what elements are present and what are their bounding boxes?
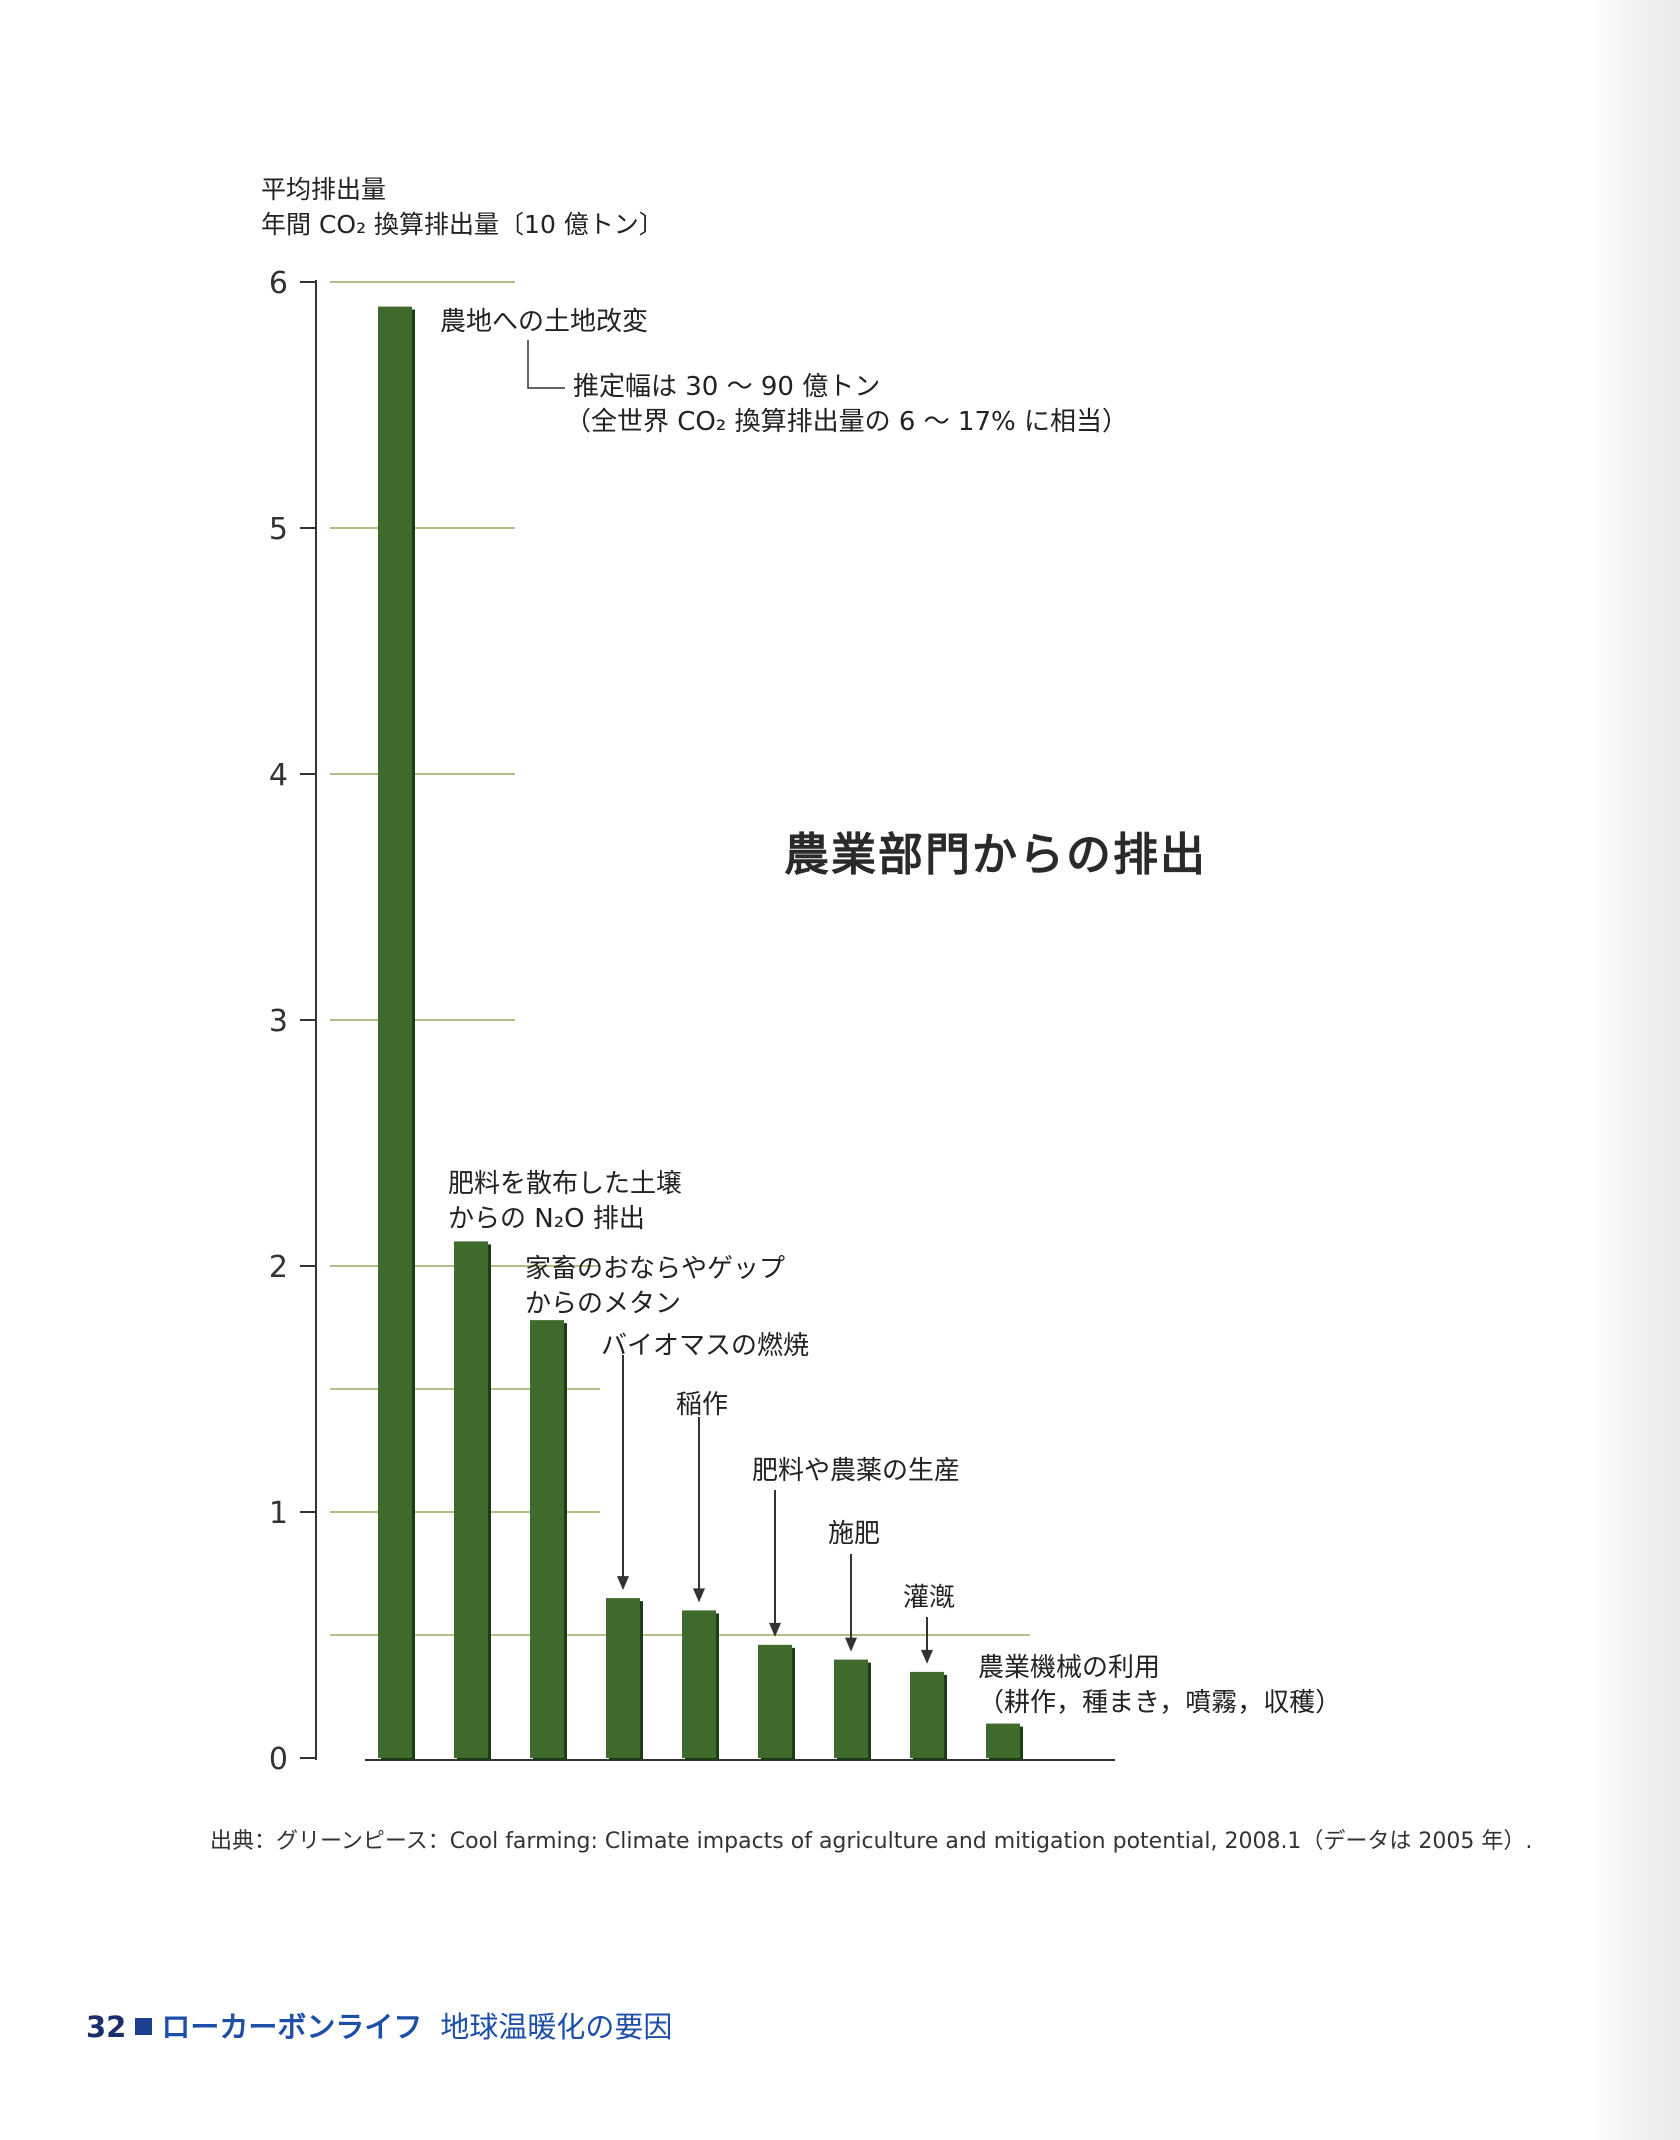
bar	[606, 1598, 640, 1758]
y-tick-label: 2	[269, 1250, 288, 1285]
annotation-machinery-line2: （耕作，種まき，噴霧，収穫）	[978, 1688, 1342, 1718]
y-tick-label: 0	[269, 1742, 288, 1777]
y-tick-label: 1	[269, 1496, 288, 1531]
leader-line	[527, 340, 565, 389]
arrow-head	[693, 1588, 705, 1603]
y-tick-label: 5	[269, 512, 288, 547]
chart-title: 農業部門からの排出	[784, 828, 1208, 881]
annotation-fert-soil: 肥料を散布した土壌 からの N₂O 排出	[448, 1167, 682, 1237]
arrow-head	[617, 1576, 629, 1591]
annotation-land-use-share-text: （全世界 CO₂ 換算排出量の 6 ～ 17% に相当）	[565, 407, 1128, 437]
annotation-land-use-range-text: 推定幅は 30 ～ 90 億トン	[573, 372, 881, 402]
annotation-fertilizing: 施肥	[828, 1519, 881, 1549]
annotation-machinery-line1: 農業機械の利用	[978, 1653, 1161, 1683]
page-number: 32	[86, 2010, 127, 2044]
bar	[834, 1659, 868, 1758]
chapter-title: 地球温暖化の要因	[440, 2010, 673, 2044]
bar	[378, 306, 412, 1759]
y-axis-label-line2: 年間 CO₂ 換算排出量〔10 億トン〕	[261, 210, 664, 239]
annotation-livestock-line1: 家畜のおならやゲップ	[525, 1254, 786, 1284]
annotation-livestock: 家畜のおならやゲップ からのメタン	[525, 1252, 785, 1322]
bar	[910, 1671, 944, 1758]
bar	[986, 1723, 1020, 1758]
bar	[530, 1320, 564, 1758]
y-tick-label: 4	[269, 758, 288, 793]
arrow-head	[921, 1649, 933, 1664]
bar	[758, 1644, 792, 1758]
page-edge-shadow	[1590, 0, 1680, 2140]
bar	[454, 1241, 488, 1758]
arrow-head	[769, 1622, 781, 1637]
bar-chart: 0 1 2 3 4 5 6	[269, 266, 1115, 1777]
series-title: ローカーボンライフ	[161, 2010, 423, 2044]
y-axis-label-line1: 平均排出量	[261, 175, 387, 204]
annotation-livestock-line2: からのメタン	[525, 1289, 682, 1319]
annotation-land-use-range: 推定幅は 30 ～ 90 億トン	[573, 370, 880, 405]
y-tick-label: 6	[269, 266, 288, 301]
source-citation: 出典：グリーンピース：Cool farming: Climate impacts…	[210, 1829, 1533, 1854]
annotation-fert-soil-line1: 肥料を散布した土壌	[448, 1169, 683, 1199]
annotation-machinery: 農業機械の利用 （耕作，種まき，噴霧，収穫）	[978, 1651, 1341, 1721]
annotation-fert-prod: 肥料や農薬の生産	[752, 1456, 961, 1486]
annotation-land-use-share: （全世界 CO₂ 換算排出量の 6 ～ 17% に相当）	[565, 405, 1128, 440]
square-bullet-icon	[135, 2018, 153, 2035]
page-footer: 32 ローカーボンライフ 地球温暖化の要因	[86, 2004, 672, 2046]
annotation-irrigation: 灌漑	[903, 1583, 956, 1613]
annotation-land-use: 農地への土地改変	[440, 305, 648, 340]
arrow-head	[845, 1637, 857, 1652]
bar	[682, 1610, 716, 1758]
annotation-land-use-label: 農地への土地改変	[440, 307, 649, 337]
y-tick-label: 3	[269, 1004, 288, 1039]
annotation-rice: 稲作	[676, 1390, 729, 1420]
annotation-biomass: バイオマスの燃焼	[601, 1331, 810, 1361]
annotation-fert-soil-line2: からの N₂O 排出	[448, 1204, 645, 1234]
